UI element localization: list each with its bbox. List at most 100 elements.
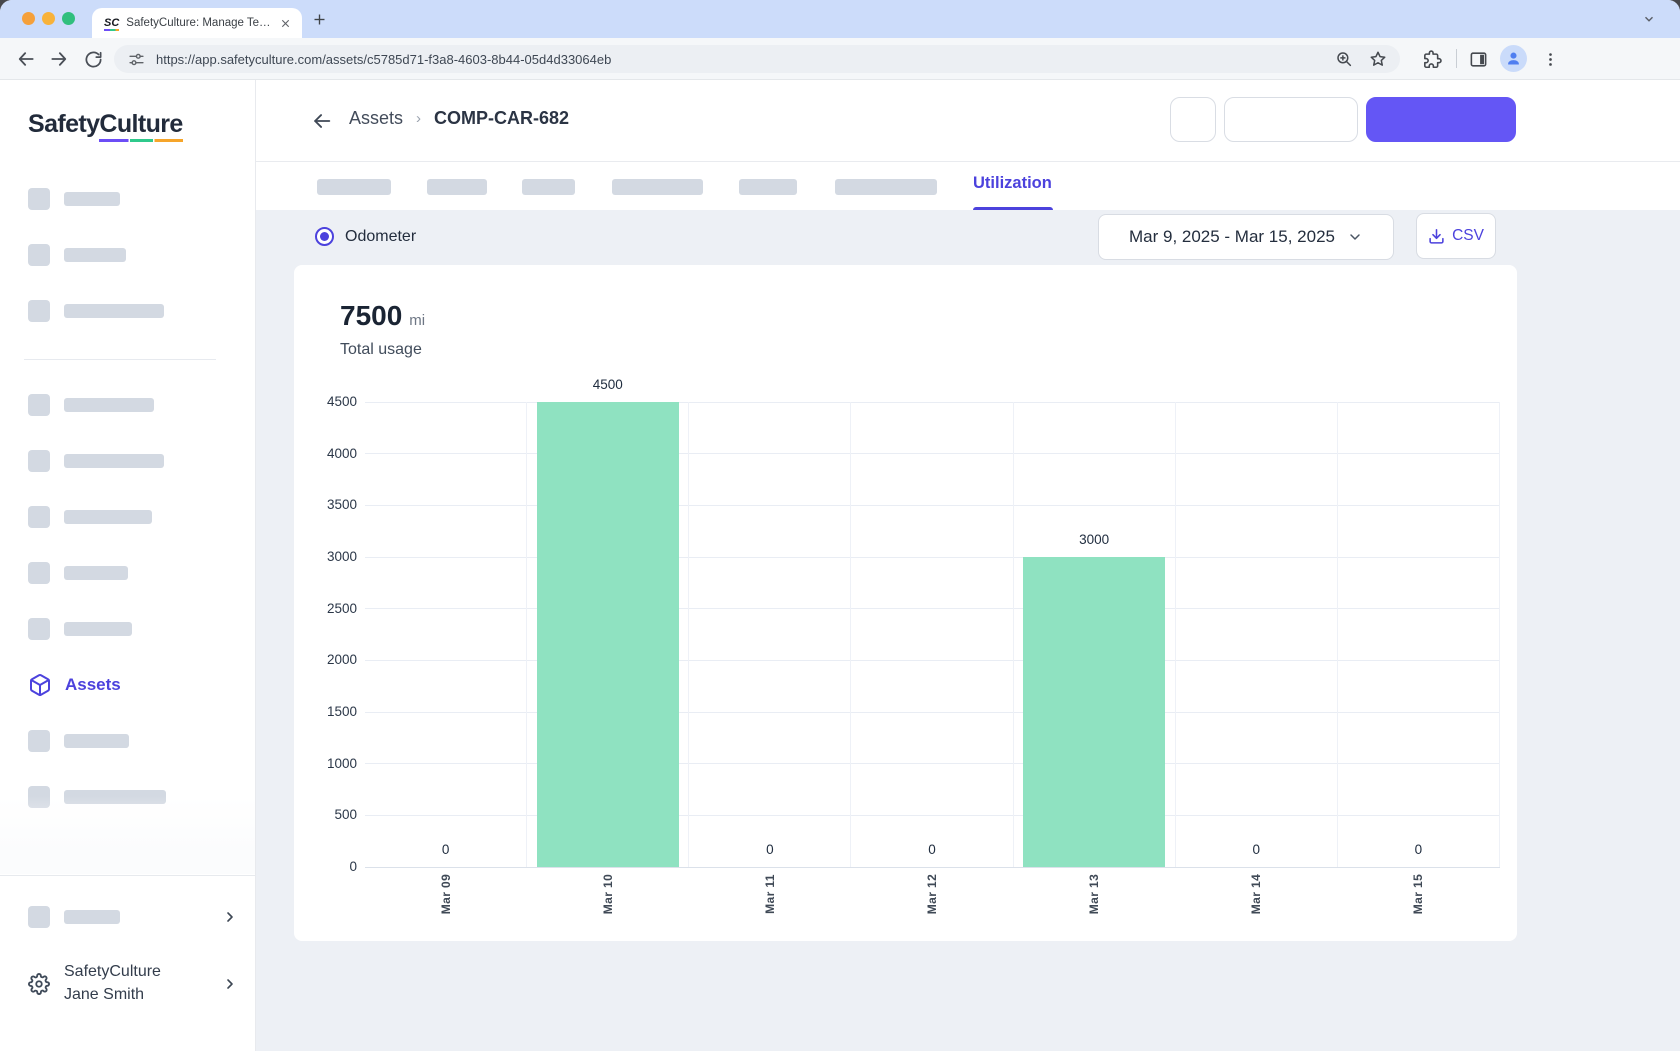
profile-avatar[interactable] (1500, 45, 1527, 72)
chevron-down-icon (1347, 229, 1363, 245)
reload-icon[interactable] (81, 47, 105, 71)
asset-tabs: Utilization (256, 162, 1680, 210)
tab-title: SafetyCulture: Manage Teams and... (126, 17, 276, 29)
window-minimize-button[interactable] (42, 12, 55, 25)
sidebar-divider (24, 359, 216, 360)
bar-value-label: 3000 (1079, 532, 1110, 547)
sidebar-skeleton-item (28, 188, 120, 210)
chart-slot: 0 Mar 12 (851, 402, 1014, 914)
zoom-icon[interactable] (1334, 49, 1354, 69)
gridline (365, 556, 1500, 558)
sidebar-skeleton-item (28, 730, 129, 752)
download-icon (1428, 228, 1445, 245)
bookmark-star-icon[interactable] (1368, 49, 1388, 69)
sidebar-skeleton-item (28, 450, 164, 472)
breadcrumb-assets-link[interactable]: Assets (349, 108, 404, 128)
bar-value-label: 0 (1414, 842, 1423, 857)
sidebar-bottom-section: SafetyCulture Jane Smith (0, 875, 255, 1051)
side-panel-icon[interactable] (1466, 47, 1490, 71)
app-sidebar: SafetyCulture Assets (0, 80, 256, 1051)
gridline (365, 401, 1500, 403)
y-tick-label: 0 (349, 859, 357, 874)
browser-menu-icon[interactable] (1538, 47, 1562, 71)
total-usage-value: 7500 (340, 300, 403, 331)
gridline (365, 866, 1500, 868)
tab-skeleton (522, 179, 575, 195)
sidebar-skeleton-item (28, 394, 154, 416)
chart-bar (536, 402, 679, 867)
x-tick-label: Mar 12 (924, 873, 939, 915)
chart-slot: 0 Mar 14 (1176, 402, 1338, 914)
bar-value-label: 0 (1252, 842, 1261, 857)
gridline (365, 711, 1500, 713)
header-icon-button[interactable] (1170, 97, 1216, 142)
sidebar-skeleton-item (28, 244, 126, 266)
gear-icon (28, 972, 50, 995)
gridline (365, 763, 1500, 765)
toolbar-divider (1456, 49, 1457, 68)
y-tick-label: 1000 (326, 755, 357, 771)
breadcrumb-separator: › (416, 110, 422, 127)
y-tick-label: 1500 (326, 704, 357, 719)
gridline (365, 814, 1500, 816)
org-name: SafetyCulture (64, 963, 161, 980)
main-content: Assets › COMP-CAR-682 Utilization Odomet… (256, 80, 1680, 1051)
gridline (365, 608, 1500, 610)
y-axis-labels: 0 500 1000 1500 2000 2500 3000 3500 4000 4500 (294, 394, 357, 874)
close-tab-icon[interactable] (276, 14, 294, 32)
new-tab-icon[interactable] (310, 10, 328, 28)
chevron-right-icon (222, 976, 238, 992)
address-bar[interactable]: https://app.safetyculture.com/assets/c57… (114, 45, 1400, 73)
csv-button-label: CSV (1452, 227, 1484, 244)
back-icon[interactable] (14, 47, 38, 71)
breadcrumb: Assets › COMP-CAR-682 (349, 108, 569, 129)
forward-icon[interactable] (47, 47, 71, 71)
browser-tab[interactable]: SC SafetyCulture: Manage Teams and... (92, 8, 302, 38)
header-primary-button[interactable] (1366, 97, 1516, 142)
url-text[interactable]: https://app.safetyculture.com/assets/c57… (156, 51, 612, 67)
chart-slots: 0 Mar 09 4500 Mar 10 0 Mar 11 0 Mar 12 3000 Mar 1… (365, 377, 1500, 914)
download-csv-button[interactable]: CSV (1416, 213, 1496, 259)
site-settings-icon[interactable] (126, 49, 146, 69)
sidebar-skeleton-item (28, 300, 164, 322)
window-controls (22, 12, 75, 25)
window-close-button[interactable] (22, 12, 35, 25)
safetyculture-favicon: SC (104, 17, 120, 31)
chart-slot: 0 Mar 15 (1338, 402, 1500, 914)
extensions-icon[interactable] (1420, 47, 1444, 71)
odometer-bar-chart: 0 500 1000 1500 2000 2500 3000 3500 4000 4500 0 Ma… (294, 265, 1517, 941)
gridline (365, 453, 1500, 455)
tab-search-chevron-icon[interactable] (1640, 10, 1658, 28)
chart-slot: 4500 Mar 10 (527, 377, 690, 914)
sidebar-skeleton-item[interactable] (28, 906, 238, 928)
y-tick-label: 3000 (326, 549, 357, 564)
y-tick-label: 500 (334, 807, 357, 823)
chart-plot-area: 0 Mar 09 4500 Mar 10 0 Mar 11 0 Mar 12 3000 Mar 1… (365, 377, 1500, 914)
date-range-dropdown[interactable]: Mar 9, 2025 - Mar 15, 2025 (1098, 214, 1394, 260)
page-title: COMP-CAR-682 (434, 108, 570, 128)
bar-value-label: 0 (441, 842, 450, 857)
window-zoom-button[interactable] (62, 12, 75, 25)
back-arrow-icon[interactable] (309, 108, 335, 134)
tab-utilization[interactable]: Utilization (973, 174, 1052, 192)
x-tick-label: Mar 15 (1411, 873, 1426, 915)
sidebar-skeleton-item (28, 618, 132, 640)
browser-toolbar: https://app.safetyculture.com/assets/c57… (0, 38, 1680, 80)
sidebar-skeleton-item (28, 562, 128, 584)
tab-skeleton (317, 179, 391, 195)
sidebar-item-assets[interactable]: Assets (28, 673, 121, 697)
chart-slot: 0 Mar 09 (365, 402, 528, 914)
active-tab-underline (973, 207, 1053, 210)
safetyculture-logo: SafetyCulture (28, 110, 183, 142)
utilization-chart-card: 7500 mi Total usage 0 500 1000 1500 2000 2500 3… (294, 265, 1517, 941)
org-profile-row[interactable]: SafetyCulture Jane Smith (28, 962, 238, 1005)
y-tick-label: 2000 (326, 652, 357, 668)
radio-selected-icon[interactable] (315, 227, 334, 246)
tab-skeleton (612, 179, 703, 195)
tab-skeleton (427, 179, 487, 195)
chevron-right-icon (222, 909, 238, 925)
browser-tab-strip: SC SafetyCulture: Manage Teams and... (0, 0, 1680, 38)
header-secondary-button[interactable] (1224, 97, 1358, 142)
chart-headline: 7500 mi Total usage (340, 300, 425, 359)
odometer-radio-option[interactable]: Odometer (315, 227, 416, 246)
